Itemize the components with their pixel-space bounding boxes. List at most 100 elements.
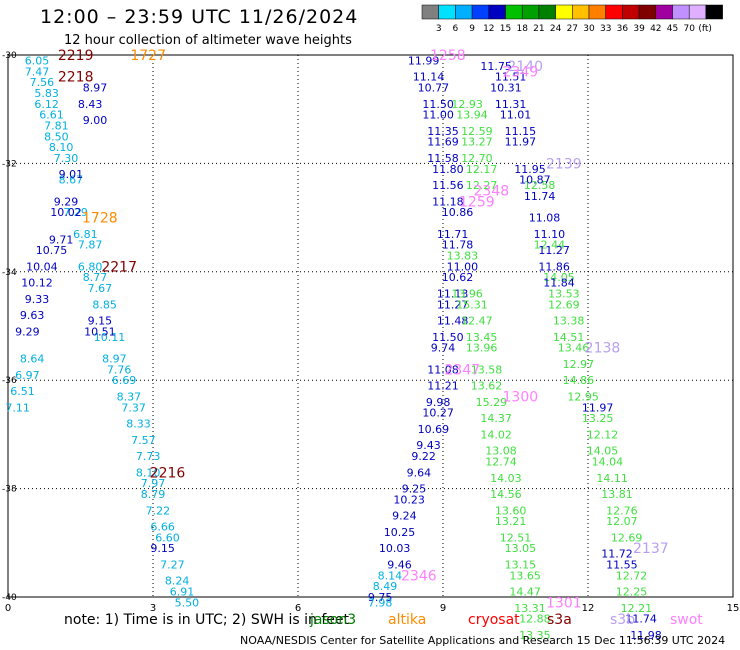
colorbar-value: 6 [453, 24, 459, 34]
data-value-label: 8.97 [83, 82, 108, 95]
data-value-label: 11.31 [495, 98, 527, 111]
data-value-label: 8.79 [141, 488, 166, 501]
data-value-label: 11.86 [538, 260, 570, 273]
data-value-label: 9.29 [15, 325, 40, 338]
y-tick-label: -30 [2, 51, 17, 61]
colorbar-unit: (ft) [698, 24, 712, 34]
pass-time-label: 2139 [546, 156, 582, 172]
pass-time-label: 2140 [507, 59, 543, 75]
data-value-label: 5.83 [34, 87, 59, 100]
colorbar-swatch [622, 4, 640, 20]
data-value-label: 12.51 [500, 531, 532, 544]
data-value-label: 6.80 [78, 260, 103, 273]
data-value-label: 13.21 [495, 515, 527, 528]
x-tick-label: 6 [295, 603, 301, 614]
data-value-label: 9.33 [25, 293, 50, 306]
data-value-label: 10.12 [21, 277, 53, 290]
data-value-label: 8.24 [165, 575, 190, 588]
data-value-label: 14.51 [553, 331, 585, 344]
data-value-label: 11.15 [505, 125, 537, 138]
colorbar-value: 21 [533, 24, 544, 34]
data-value-label: 13.58 [471, 363, 503, 376]
data-value-label: 9.01 [59, 168, 84, 181]
colorbar-value: 18 [516, 24, 528, 34]
data-value-label: 7.87 [78, 239, 103, 252]
x-tick-label: 9 [440, 603, 446, 614]
pass-time-label: 2218 [58, 70, 94, 86]
data-value-label: 9.63 [20, 309, 45, 322]
data-value-label: 15.29 [476, 396, 508, 409]
data-value-label: 13.83 [447, 250, 479, 263]
data-value-label: 6.05 [25, 54, 50, 67]
data-value-label: 11.13 [437, 287, 469, 300]
colorbar-value: 45 [667, 24, 678, 34]
data-value-label: 13.38 [553, 315, 585, 328]
data-value-label: 12.93 [451, 98, 483, 111]
colorbar-swatch [421, 4, 439, 20]
pass-time-label: 1300 [503, 389, 539, 405]
data-value-label: 9.22 [411, 450, 436, 463]
y-tick-label: -38 [2, 485, 17, 495]
data-value-label: 8.10 [49, 141, 74, 154]
colorbar-swatch [605, 4, 623, 20]
data-value-label: 6.61 [39, 109, 64, 122]
legend-cryosat: cryosat [468, 612, 520, 628]
colorbar-value: 36 [617, 24, 629, 34]
legend-s3a: s3a [547, 612, 572, 628]
y-tick-label: -40 [2, 593, 17, 603]
data-value-label: 8.49 [373, 580, 398, 593]
data-value-label: 14.05 [587, 445, 619, 458]
data-value-label: 11.01 [500, 109, 532, 122]
data-value-label: 12.17 [466, 163, 498, 176]
data-value-label: 10.86 [442, 206, 474, 219]
data-value-label: 11.08 [529, 212, 561, 225]
colorbar-value: 24 [550, 24, 562, 34]
data-value-label: 13.46 [558, 342, 590, 355]
data-value-label: 14.04 [592, 456, 624, 469]
page-title: 12:00 – 23:59 UTC 11/26/2024 [40, 6, 359, 28]
data-value-label: 14.47 [509, 586, 541, 599]
data-value-label: 9.75 [368, 591, 393, 604]
data-value-label: 9.74 [431, 342, 456, 355]
colorbar-swatch [438, 4, 456, 20]
data-value-label: 12.25 [616, 586, 648, 599]
colorbar-swatch [521, 4, 540, 20]
data-value-label: 10.11 [94, 331, 126, 344]
data-value-label: 11.97 [505, 136, 537, 149]
colorbar-swatch [705, 4, 723, 20]
data-value-label: 12.58 [524, 179, 556, 192]
data-value-label: 14.11 [596, 472, 628, 485]
data-value-label: 8.64 [20, 353, 45, 366]
colorbar-value: 42 [650, 24, 661, 34]
data-value-label: 7.98 [368, 596, 393, 609]
data-value-label: 12.27 [466, 179, 498, 192]
data-value-label: 12.70 [461, 152, 493, 165]
data-value-label: 14.37 [480, 412, 512, 425]
data-value-label: 6.97 [15, 369, 40, 382]
data-value-label: 13.05 [505, 542, 537, 555]
data-value-label: 14.56 [490, 488, 522, 501]
data-value-label: 12.88 [519, 613, 551, 626]
data-value-label: 14.05 [543, 271, 575, 284]
data-value-label: 6.12 [34, 98, 59, 111]
data-value-label: 7.56 [30, 76, 55, 89]
data-value-label: 14.03 [490, 472, 522, 485]
colorbar-swatch [638, 4, 657, 20]
legend-swot: swot [670, 612, 703, 628]
data-value-label: 11.71 [437, 228, 469, 241]
data-value-label: 10.75 [36, 244, 68, 257]
data-value-label: 12.95 [567, 390, 599, 403]
data-value-label: 8.10 [136, 466, 161, 479]
data-value-label: 7.37 [121, 401, 146, 414]
data-value-label: 10.51 [84, 325, 116, 338]
data-value-label: 11.97 [582, 401, 614, 414]
pass-time-label: 2347 [445, 362, 481, 378]
y-tick-label: -36 [2, 376, 17, 386]
data-value-label: 12.44 [534, 239, 566, 252]
data-value-label: 12.74 [485, 456, 517, 469]
pass-time-label: 1258 [430, 48, 466, 64]
data-value-label: 9.43 [416, 439, 441, 452]
colorbar-value: 12 [483, 24, 494, 34]
data-value-label: 13.81 [601, 488, 633, 501]
data-value-label: 13.35 [519, 629, 551, 642]
